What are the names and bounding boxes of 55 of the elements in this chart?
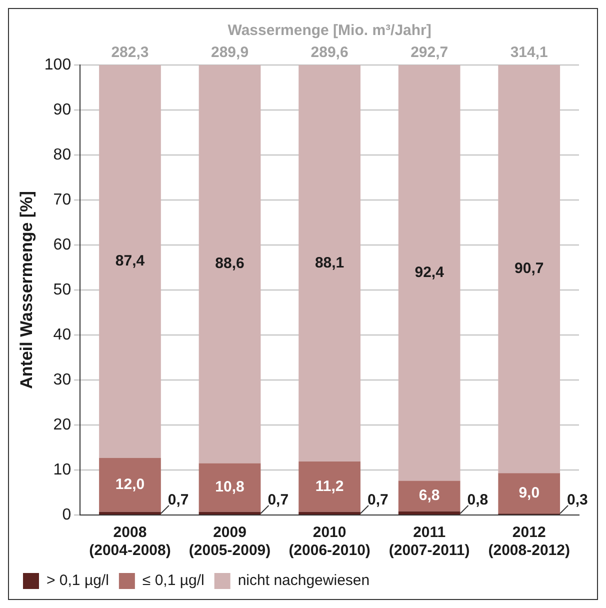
legend-label: ≤ 0,1 µg/l — [142, 572, 204, 590]
data-label: 12,0 — [115, 476, 145, 493]
data-label: 88,1 — [314, 254, 344, 272]
y-tick-label: 90 — [53, 101, 72, 118]
x-tick-label: 2012 (2008-2012) — [488, 524, 570, 560]
data-label: 9,0 — [518, 484, 540, 502]
bar — [99, 512, 161, 514]
x2-axis-title: Wassermenge [Mio. m³/Jahr] — [228, 22, 432, 39]
bar — [398, 480, 460, 512]
text: 282,3 — [111, 44, 149, 61]
y-tick-label: 0 — [62, 506, 72, 524]
data-label: 0,7 — [168, 492, 189, 509]
text: 289,9 — [210, 44, 249, 61]
data-label: 92,4 — [414, 264, 445, 282]
data-label: 88,6 — [215, 255, 244, 272]
bar — [99, 65, 161, 458]
y-axis-title: Anteil Wassermenge [%] — [16, 191, 36, 389]
bar — [198, 463, 261, 512]
text: 314,1 — [510, 44, 548, 61]
x-tick-label: 2009 (2005-2009) — [188, 524, 271, 560]
y-tick-label: 60 — [53, 236, 72, 254]
legend-label: > 0,1 µg/l — [46, 572, 109, 590]
data-label: 0,7 — [268, 492, 289, 509]
data-label: 90,7 — [514, 260, 544, 278]
data-label: 10,8 — [215, 478, 244, 496]
bar — [198, 512, 261, 514]
data-label: 0,7 — [367, 492, 388, 509]
y-tick-label: 70 — [53, 191, 72, 208]
x-tick-label: 2011 (2007-2011) — [388, 524, 470, 560]
bar — [298, 512, 360, 514]
bar — [198, 65, 261, 464]
text: 292,7 — [410, 44, 448, 61]
data-label: 0,8 — [467, 492, 488, 509]
text: 289,6 — [310, 44, 348, 61]
bar — [398, 511, 460, 514]
bar — [498, 473, 560, 514]
legend-label: nicht nachgewiesen — [238, 572, 370, 590]
x-tick-label: 2010 (2006-2010) — [288, 524, 370, 560]
y-tick-label: 20 — [53, 416, 72, 434]
data-label: 0,3 — [567, 492, 588, 509]
data-label: 87,4 — [115, 252, 146, 270]
x-tick-label: 2008 (2004-2008) — [89, 524, 171, 560]
y-tick-label: 30 — [53, 371, 72, 388]
y-tick-label: 50 — [53, 281, 72, 298]
data-label: 11,2 — [315, 478, 344, 495]
data-label: 6,8 — [418, 487, 440, 504]
y-tick-label: 10 — [53, 461, 72, 478]
bar — [99, 458, 161, 512]
bar — [398, 65, 460, 481]
bar — [498, 65, 560, 474]
y-tick-label: 100 — [44, 56, 72, 74]
y-tick-label: 80 — [53, 146, 72, 164]
bar — [298, 461, 360, 512]
bar — [298, 65, 360, 462]
y-tick-label: 40 — [53, 326, 72, 344]
